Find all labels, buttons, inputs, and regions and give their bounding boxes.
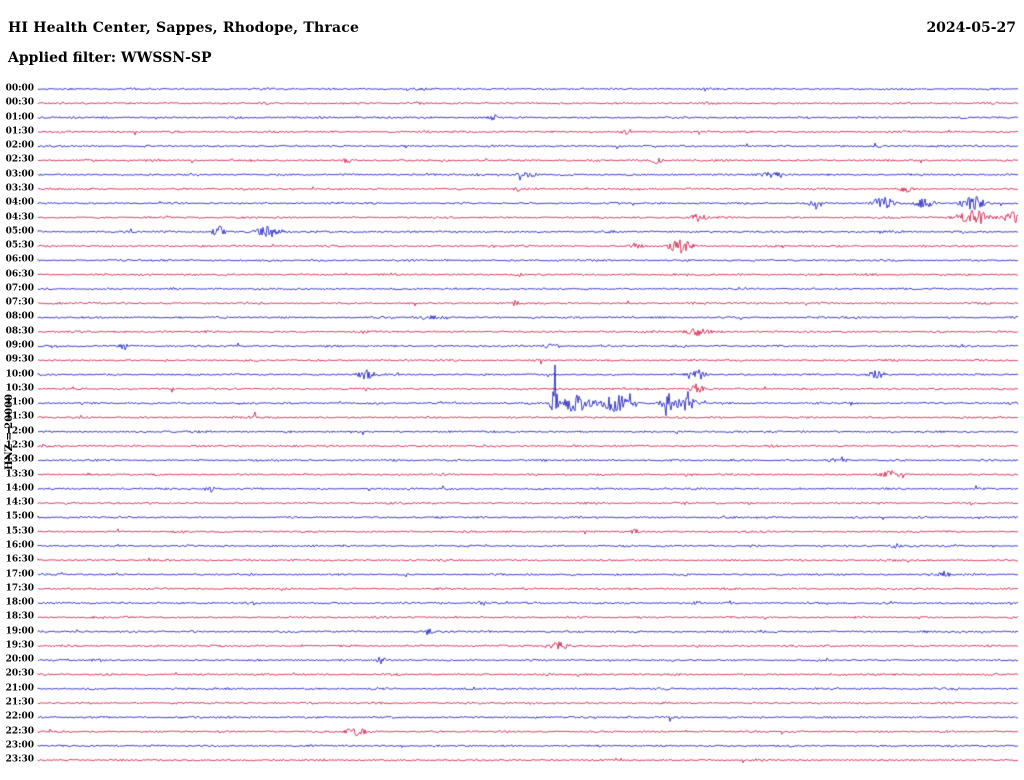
time-label: 11:00 <box>5 397 34 408</box>
time-label: 07:00 <box>5 283 34 294</box>
station-title: HI Health Center, Sappes, Rhodope, Thrac… <box>8 20 360 36</box>
time-label: 00:00 <box>5 83 34 94</box>
time-label: 01:00 <box>5 112 34 123</box>
time-label: 06:00 <box>5 254 34 265</box>
time-label: 21:30 <box>5 697 34 708</box>
applied-filter-label: Applied filter: WWSSN-SP <box>8 50 212 66</box>
time-label: 09:30 <box>5 354 34 365</box>
time-label: 16:00 <box>5 540 34 551</box>
time-label: 01:30 <box>5 126 34 137</box>
time-label: 17:00 <box>5 569 34 580</box>
time-label: 23:30 <box>5 754 34 765</box>
time-label: 10:30 <box>5 383 34 394</box>
time-label: 17:30 <box>5 583 34 594</box>
record-date: 2024-05-27 <box>926 20 1016 36</box>
time-label: 08:00 <box>5 311 34 322</box>
time-label: 00:30 <box>5 97 34 108</box>
time-label: 02:30 <box>5 154 34 165</box>
time-label: 13:30 <box>5 469 34 480</box>
time-label: 16:30 <box>5 554 34 565</box>
time-label: 09:00 <box>5 340 34 351</box>
time-label: 19:00 <box>5 626 34 637</box>
time-label: 07:30 <box>5 297 34 308</box>
time-label: 05:30 <box>5 240 34 251</box>
time-label: 21:00 <box>5 683 34 694</box>
time-label: 18:00 <box>5 597 34 608</box>
time-label: 05:00 <box>5 226 34 237</box>
time-label: 12:30 <box>5 440 34 451</box>
time-label: 04:30 <box>5 212 34 223</box>
seismogram-canvas <box>37 84 1019 776</box>
time-label: 23:00 <box>5 740 34 751</box>
time-label: 02:00 <box>5 140 34 151</box>
time-label: 13:00 <box>5 454 34 465</box>
time-label: 12:00 <box>5 426 34 437</box>
time-label: 20:30 <box>5 668 34 679</box>
time-label: 15:00 <box>5 511 34 522</box>
time-label: 14:30 <box>5 497 34 508</box>
time-label: 08:30 <box>5 326 34 337</box>
time-label: 10:00 <box>5 369 34 380</box>
time-label: 06:30 <box>5 269 34 280</box>
time-label: 20:00 <box>5 654 34 665</box>
time-label: 04:00 <box>5 197 34 208</box>
time-label: 03:30 <box>5 183 34 194</box>
time-label: 22:00 <box>5 711 34 722</box>
time-label: 19:30 <box>5 640 34 651</box>
time-label: 22:30 <box>5 726 34 737</box>
time-label: 18:30 <box>5 611 34 622</box>
time-label: 14:00 <box>5 483 34 494</box>
time-label: 11:30 <box>5 411 34 422</box>
time-label: 03:00 <box>5 169 34 180</box>
time-label: 15:30 <box>5 526 34 537</box>
